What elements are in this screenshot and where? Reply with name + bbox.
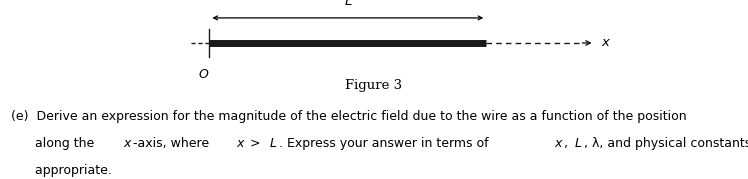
Text: -axis, where: -axis, where: [133, 137, 213, 150]
Text: along the: along the: [11, 137, 99, 150]
Text: $O$: $O$: [197, 68, 209, 81]
Text: $x$: $x$: [601, 37, 611, 49]
Text: x: x: [555, 137, 562, 150]
Text: >: >: [246, 137, 265, 150]
Text: , λ, and physical constants, as: , λ, and physical constants, as: [583, 137, 748, 150]
Text: (e)  Derive an expression for the magnitude of the electric field due to the wir: (e) Derive an expression for the magnitu…: [11, 110, 687, 123]
Text: . Express your answer in terms of: . Express your answer in terms of: [279, 137, 493, 150]
Text: $L$: $L$: [343, 0, 352, 8]
Text: L: L: [270, 137, 277, 150]
Text: Figure 3: Figure 3: [346, 79, 402, 92]
Text: x: x: [124, 137, 131, 150]
Text: L: L: [574, 137, 582, 150]
Text: x: x: [236, 137, 244, 150]
Text: appropriate.: appropriate.: [11, 164, 112, 176]
Text: ,: ,: [564, 137, 572, 150]
